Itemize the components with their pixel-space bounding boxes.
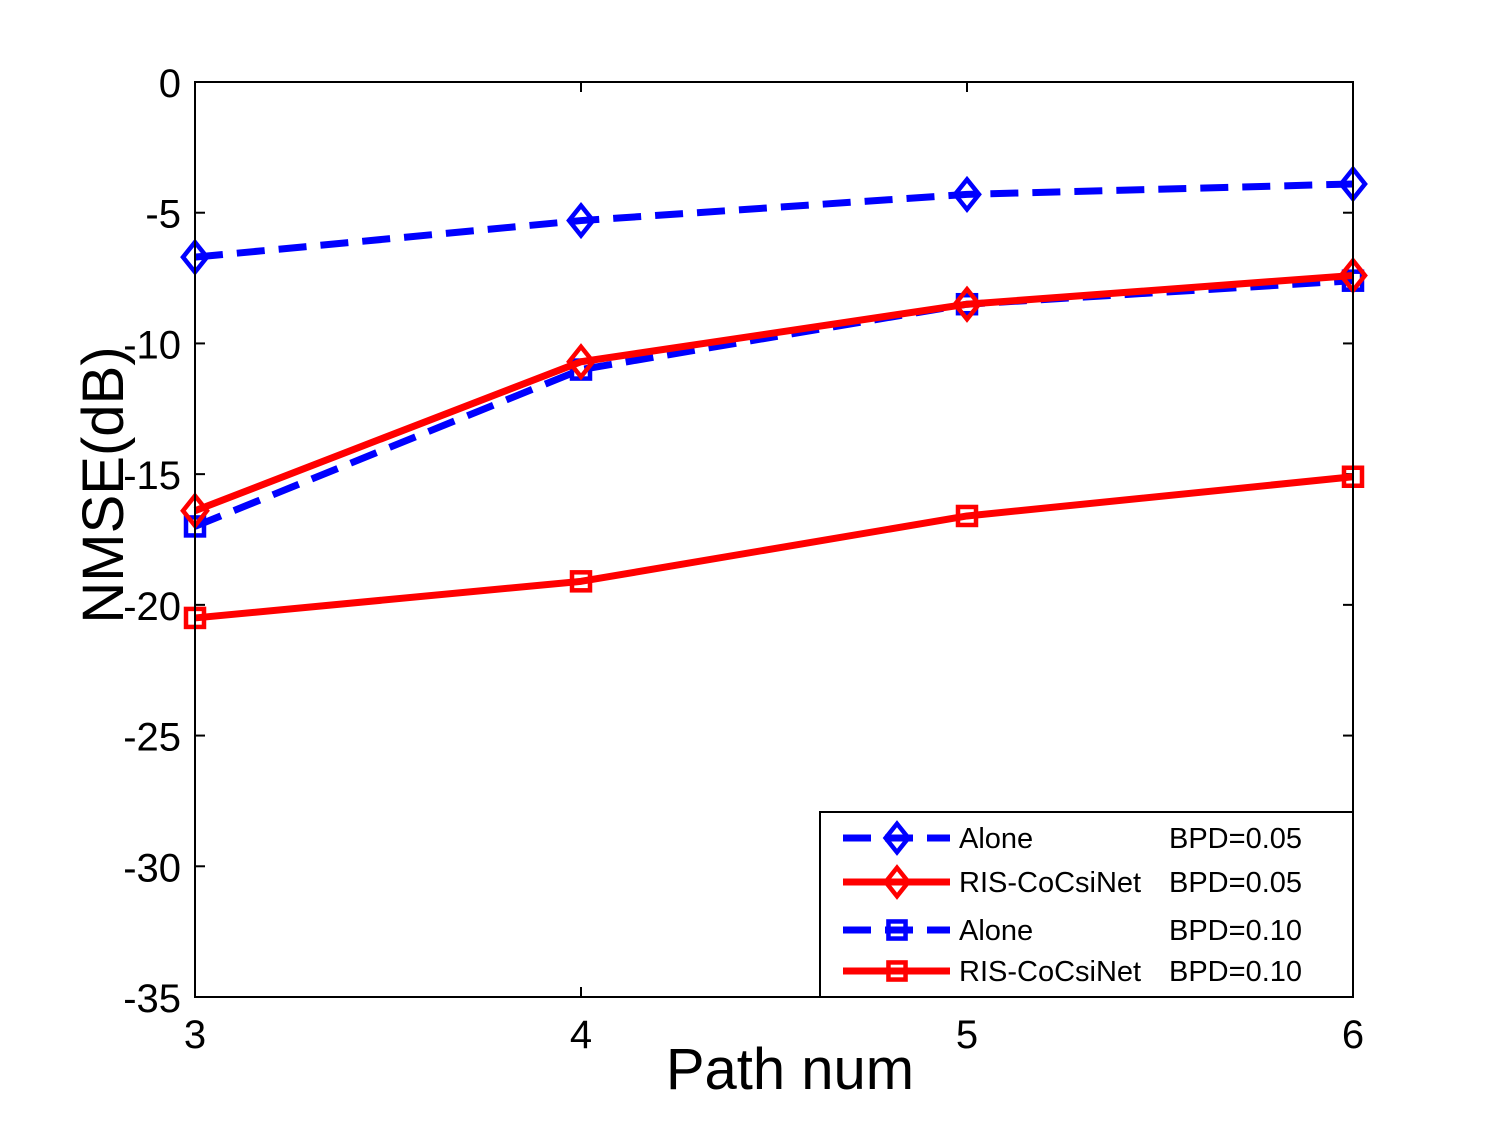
data-point	[952, 285, 982, 323]
data-point	[566, 343, 596, 381]
legend-marker	[886, 960, 908, 982]
x-tick-label: 5	[956, 1013, 978, 1057]
legend-label: Alone	[959, 823, 1033, 855]
x-tick-label: 3	[184, 1013, 206, 1057]
legend-marker	[886, 919, 908, 941]
legend-item-3: Alone BPD=0.10	[843, 915, 1302, 947]
legend-marker	[882, 864, 912, 900]
legend-bpd: BPD=0.05	[1169, 823, 1302, 855]
legend-label: RIS-CoCsiNet	[959, 867, 1141, 899]
series-line	[193, 277, 1354, 530]
legend-marker	[882, 820, 912, 856]
data-point	[566, 201, 596, 240]
series-line	[193, 271, 1354, 515]
legend-item-4: RIS-CoCsiNet BPD=0.10	[843, 956, 1302, 988]
x-axis-title: Path num	[666, 1037, 914, 1102]
y-axis-ticks: 0 -5 -10 -15 -20 -25 -30 -35	[123, 62, 1353, 1021]
data-point	[955, 504, 979, 528]
y-tick-label: -15	[123, 454, 181, 498]
legend-bpd: BPD=0.10	[1169, 956, 1302, 988]
legend-label: Alone	[959, 915, 1033, 947]
y-tick-label: -35	[123, 977, 181, 1021]
legend-box	[819, 811, 1354, 998]
legend-bpd: BPD=0.05	[1169, 867, 1302, 899]
data-point	[952, 175, 982, 214]
legend: Alone BPD=0.05 RIS-CoCsiNet BPD=0.05 Alone BP…	[819, 811, 1354, 998]
series-line	[194, 473, 1354, 622]
legend-item-2: RIS-CoCsiNet BPD=0.05	[843, 864, 1302, 900]
x-tick-label: 6	[1342, 1013, 1364, 1057]
legend-item-1: Alone BPD=0.05	[843, 820, 1302, 856]
y-tick-label: -10	[123, 323, 181, 367]
y-tick-label: -20	[123, 585, 181, 629]
legend-bpd: BPD=0.10	[1169, 915, 1302, 947]
x-axis-ticks: 3 4 5 6	[184, 82, 1364, 1057]
y-tick-label: 0	[159, 62, 181, 106]
x-tick-label: 4	[570, 1013, 592, 1057]
y-tick-label: -30	[123, 846, 181, 890]
y-tick-label: -5	[145, 193, 181, 237]
y-axis-title: NMSE(dB)	[71, 346, 136, 623]
legend-label: RIS-CoCsiNet	[959, 956, 1141, 988]
data-point	[569, 570, 593, 593]
plot-frame	[194, 81, 1354, 998]
y-tick-label: -25	[123, 716, 181, 760]
series-line	[194, 180, 1354, 261]
